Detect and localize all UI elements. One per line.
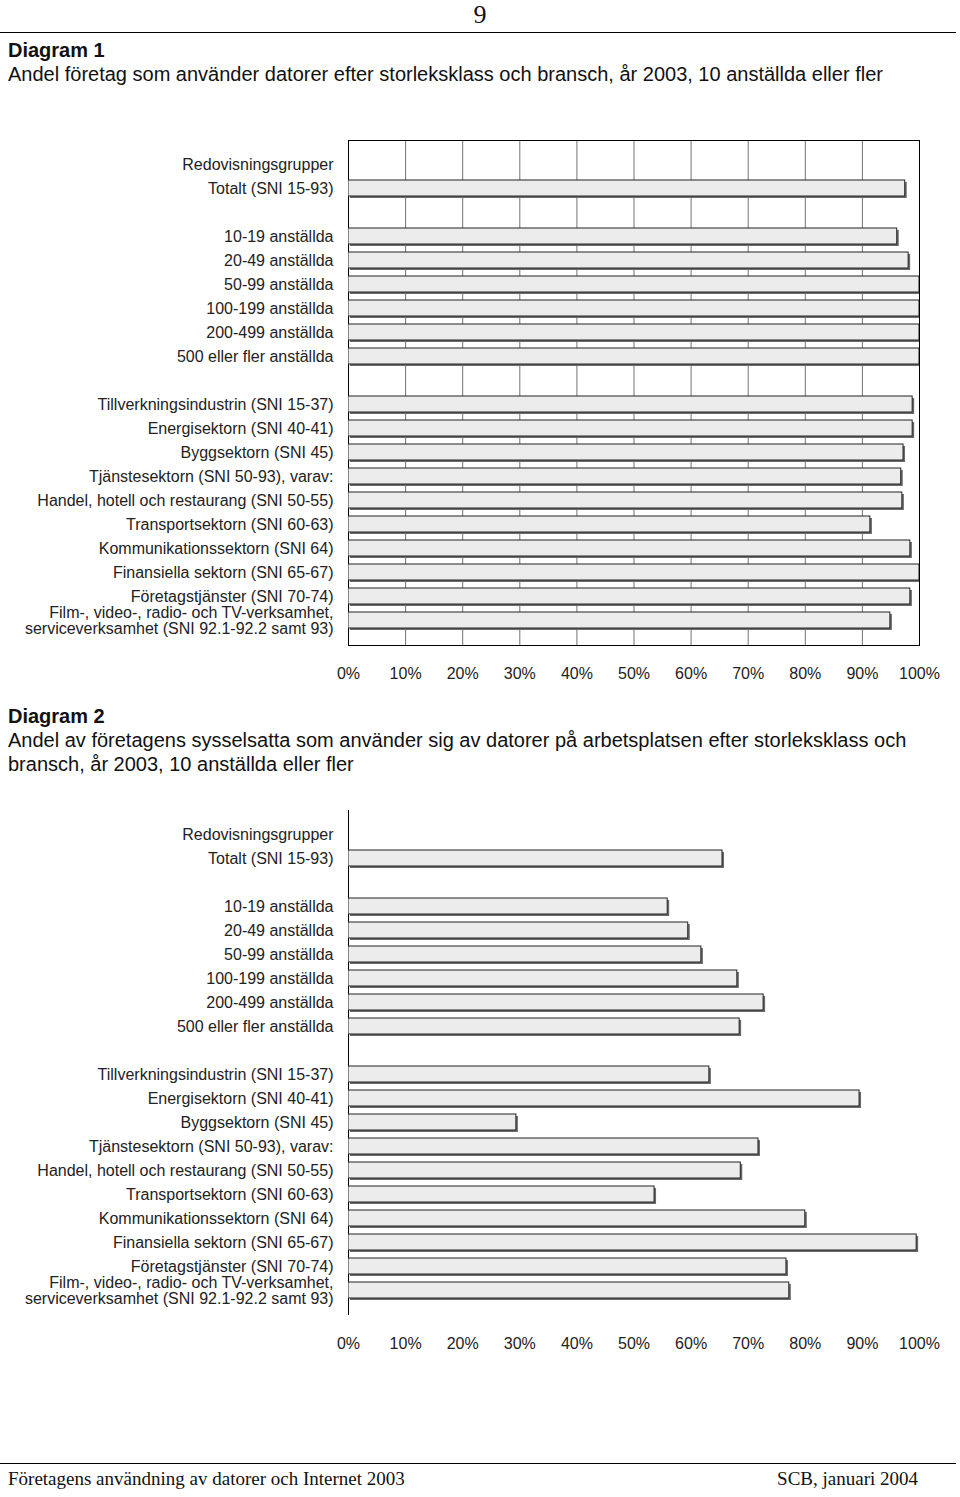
svg-text:20-49 anställda: 20-49 anställda <box>224 252 334 269</box>
svg-text:70%: 70% <box>732 665 764 682</box>
svg-text:Totalt (SNI 15-93): Totalt (SNI 15-93) <box>208 180 333 197</box>
svg-text:90%: 90% <box>846 665 878 682</box>
svg-text:Tillverkningsindustrin (SNI 15: Tillverkningsindustrin (SNI 15-37) <box>98 1066 334 1083</box>
svg-text:Finansiella sektorn (SNI 65-67: Finansiella sektorn (SNI 65-67) <box>113 564 334 581</box>
svg-text:30%: 30% <box>504 665 536 682</box>
svg-text:10-19 anställda: 10-19 anställda <box>224 898 334 915</box>
svg-text:90%: 90% <box>846 1335 878 1352</box>
svg-text:Transportsektorn (SNI 60-63): Transportsektorn (SNI 60-63) <box>126 1186 333 1203</box>
svg-text:200-499 anställda: 200-499 anställda <box>206 324 333 341</box>
svg-text:500 eller fler anställda: 500 eller fler anställda <box>177 1018 334 1035</box>
svg-text:10%: 10% <box>390 1335 422 1352</box>
svg-text:Tjänstesektorn (SNI 50-93), va: Tjänstesektorn (SNI 50-93), varav: <box>89 468 334 485</box>
svg-text:80%: 80% <box>789 1335 821 1352</box>
html-text:Andel av företagens sysselsatt: Andel av företagens sysselsatta som anvä… <box>8 729 907 775</box>
svg-text:Kommunikationssektorn (SNI 64): Kommunikationssektorn (SNI 64) <box>99 1210 334 1227</box>
svg-text:Film-, video-, radio- och TV-v: Film-, video-, radio- och TV-verksamhet,… <box>25 1274 334 1307</box>
svg-text:100%: 100% <box>899 1335 940 1352</box>
svg-text:Film-, video-, radio- och TV-v: Film-, video-, radio- och TV-verksamhet,… <box>25 604 334 637</box>
svg-text:70%: 70% <box>732 1335 764 1352</box>
svg-text:Tillverkningsindustrin (SNI 15: Tillverkningsindustrin (SNI 15-37) <box>98 396 334 413</box>
svg-text:Byggsektorn (SNI 45): Byggsektorn (SNI 45) <box>181 444 334 461</box>
svg-text:Företagstjänster (SNI 70-74): Företagstjänster (SNI 70-74) <box>131 1258 334 1275</box>
svg-text:20%: 20% <box>447 665 479 682</box>
html-text:Företagens användning av dator: Företagens användning av datorer och Int… <box>8 1468 405 1489</box>
svg-text:Transportsektorn (SNI 60-63): Transportsektorn (SNI 60-63) <box>126 516 333 533</box>
html-text:9: 9 <box>473 0 487 29</box>
svg-text:50-99 anställda: 50-99 anställda <box>224 946 334 963</box>
svg-text:100-199 anställda: 100-199 anställda <box>206 300 333 317</box>
svg-text:40%: 40% <box>561 1335 593 1352</box>
svg-text:100-199 anställda: 100-199 anställda <box>206 970 333 987</box>
html-text:Diagram 1: Diagram 1 <box>8 39 105 61</box>
svg-text:30%: 30% <box>504 1335 536 1352</box>
svg-text:Företagstjänster (SNI 70-74): Företagstjänster (SNI 70-74) <box>131 588 334 605</box>
svg-text:Byggsektorn (SNI 45): Byggsektorn (SNI 45) <box>181 1114 334 1131</box>
svg-text:Handel, hotell och restaurang: Handel, hotell och restaurang (SNI 50-55… <box>37 492 333 509</box>
svg-text:Redovisningsgrupper: Redovisningsgrupper <box>182 826 334 843</box>
svg-text:Redovisningsgrupper: Redovisningsgrupper <box>182 156 334 173</box>
svg-text:40%: 40% <box>561 665 593 682</box>
svg-text:Finansiella sektorn (SNI 65-67: Finansiella sektorn (SNI 65-67) <box>113 1234 334 1251</box>
svg-text:Energisektorn (SNI 40-41): Energisektorn (SNI 40-41) <box>148 1090 334 1107</box>
svg-text:10-19 anställda: 10-19 anställda <box>224 228 334 245</box>
html-text:Andel företag som använder dat: Andel företag som använder datorer efter… <box>8 63 883 85</box>
svg-text:50%: 50% <box>618 1335 650 1352</box>
html-text:SCB, januari 2004: SCB, januari 2004 <box>777 1468 918 1489</box>
svg-text:500 eller fler anställda: 500 eller fler anställda <box>177 348 334 365</box>
svg-text:100%: 100% <box>899 665 940 682</box>
svg-text:80%: 80% <box>789 665 821 682</box>
svg-text:Totalt (SNI 15-93): Totalt (SNI 15-93) <box>208 850 333 867</box>
svg-text:50-99 anställda: 50-99 anställda <box>224 276 334 293</box>
svg-text:Energisektorn (SNI 40-41): Energisektorn (SNI 40-41) <box>148 420 334 437</box>
svg-text:200-499 anställda: 200-499 anställda <box>206 994 333 1011</box>
svg-text:60%: 60% <box>675 665 707 682</box>
svg-text:0%: 0% <box>337 665 360 682</box>
svg-text:20-49 anställda: 20-49 anställda <box>224 922 334 939</box>
svg-text:50%: 50% <box>618 665 650 682</box>
svg-text:10%: 10% <box>390 665 422 682</box>
svg-text:Handel, hotell och restaurang: Handel, hotell och restaurang (SNI 50-55… <box>37 1162 333 1179</box>
svg-text:0%: 0% <box>337 1335 360 1352</box>
svg-text:Kommunikationssektorn (SNI 64): Kommunikationssektorn (SNI 64) <box>99 540 334 557</box>
html-text:Diagram 2: Diagram 2 <box>8 705 105 727</box>
svg-text:Tjänstesektorn (SNI 50-93), va: Tjänstesektorn (SNI 50-93), varav: <box>89 1138 334 1155</box>
svg-text:20%: 20% <box>447 1335 479 1352</box>
svg-text:60%: 60% <box>675 1335 707 1352</box>
